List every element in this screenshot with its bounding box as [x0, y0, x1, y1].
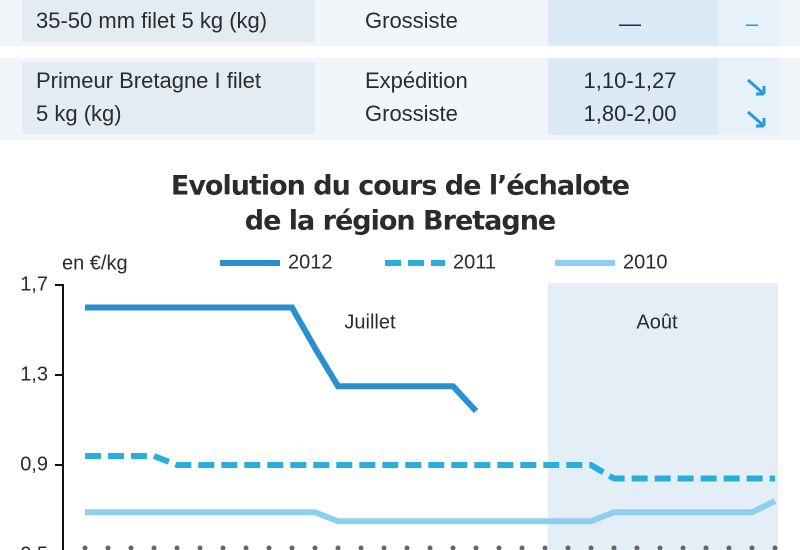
stage: Expédition [365, 68, 468, 93]
month-label: Août [636, 311, 678, 333]
price: 1,80-2,00 [584, 101, 677, 126]
series-line [85, 453, 775, 482]
stage: Grossiste [365, 101, 458, 126]
product-name: 35-50 mm filet 5 kg (kg) [36, 8, 267, 33]
x-tick-dot [151, 545, 157, 550]
y-tick-label: 0,5 [20, 543, 48, 550]
x-tick-dot [243, 545, 249, 550]
x-tick-dot [450, 545, 456, 550]
x-tick-dot [105, 545, 111, 550]
x-tick-dot [496, 545, 502, 550]
x-tick-dot [680, 545, 686, 550]
x-tick-dot [519, 545, 525, 550]
trend: – [746, 11, 759, 36]
x-tick-dot [381, 545, 387, 550]
chart-title: Evolution du cours de l’échalote [171, 171, 629, 202]
legend-label: 2010 [623, 251, 668, 273]
series-line [85, 498, 777, 525]
x-tick-dot [82, 545, 88, 550]
y-tick-label: 1,7 [20, 273, 48, 295]
x-tick-dot [289, 545, 295, 550]
x-tick-dot [703, 545, 709, 550]
legend-label: 2012 [288, 251, 333, 273]
x-tick-dot [772, 545, 778, 550]
month-band [548, 283, 778, 550]
series-line [85, 304, 479, 414]
row-box [22, 0, 315, 42]
x-tick-dot [220, 545, 226, 550]
x-tick-dot [657, 545, 663, 550]
trend-arrow [747, 78, 766, 96]
x-tick-dot [404, 545, 410, 550]
x-tick-dot [197, 545, 203, 550]
price: — [619, 11, 641, 36]
product-name: 5 kg (kg) [36, 101, 122, 126]
legend-label: 2011 [453, 251, 496, 273]
x-tick-dot [565, 545, 571, 550]
x-tick-dot [473, 545, 479, 550]
row-box [22, 62, 315, 134]
x-tick-dot [335, 545, 341, 550]
x-tick-dot [174, 545, 180, 550]
trend-arrow [747, 110, 766, 128]
product-name: Primeur Bretagne I filet [36, 68, 261, 93]
chart-title: de la région Bretagne [245, 206, 556, 237]
x-tick-dot [358, 545, 364, 550]
x-tick-dot [266, 545, 272, 550]
x-tick-dot [427, 545, 433, 550]
price: 1,10-1,27 [584, 68, 677, 93]
x-tick-dot [726, 545, 732, 550]
y-tick-label: 0,9 [20, 453, 48, 475]
x-tick-dot [588, 545, 594, 550]
month-label: Juillet [344, 311, 396, 333]
price-column [548, 0, 718, 135]
stage: Grossiste [365, 8, 458, 33]
x-tick-dot [749, 545, 755, 550]
x-tick-dot [312, 545, 318, 550]
x-tick-dot [128, 545, 134, 550]
row-separator [0, 46, 800, 58]
x-tick-dot [611, 545, 617, 550]
y-tick-label: 1,3 [20, 363, 48, 385]
x-tick-dot [634, 545, 640, 550]
x-tick-dot [542, 545, 548, 550]
y-axis-label: en €/kg [62, 252, 128, 274]
